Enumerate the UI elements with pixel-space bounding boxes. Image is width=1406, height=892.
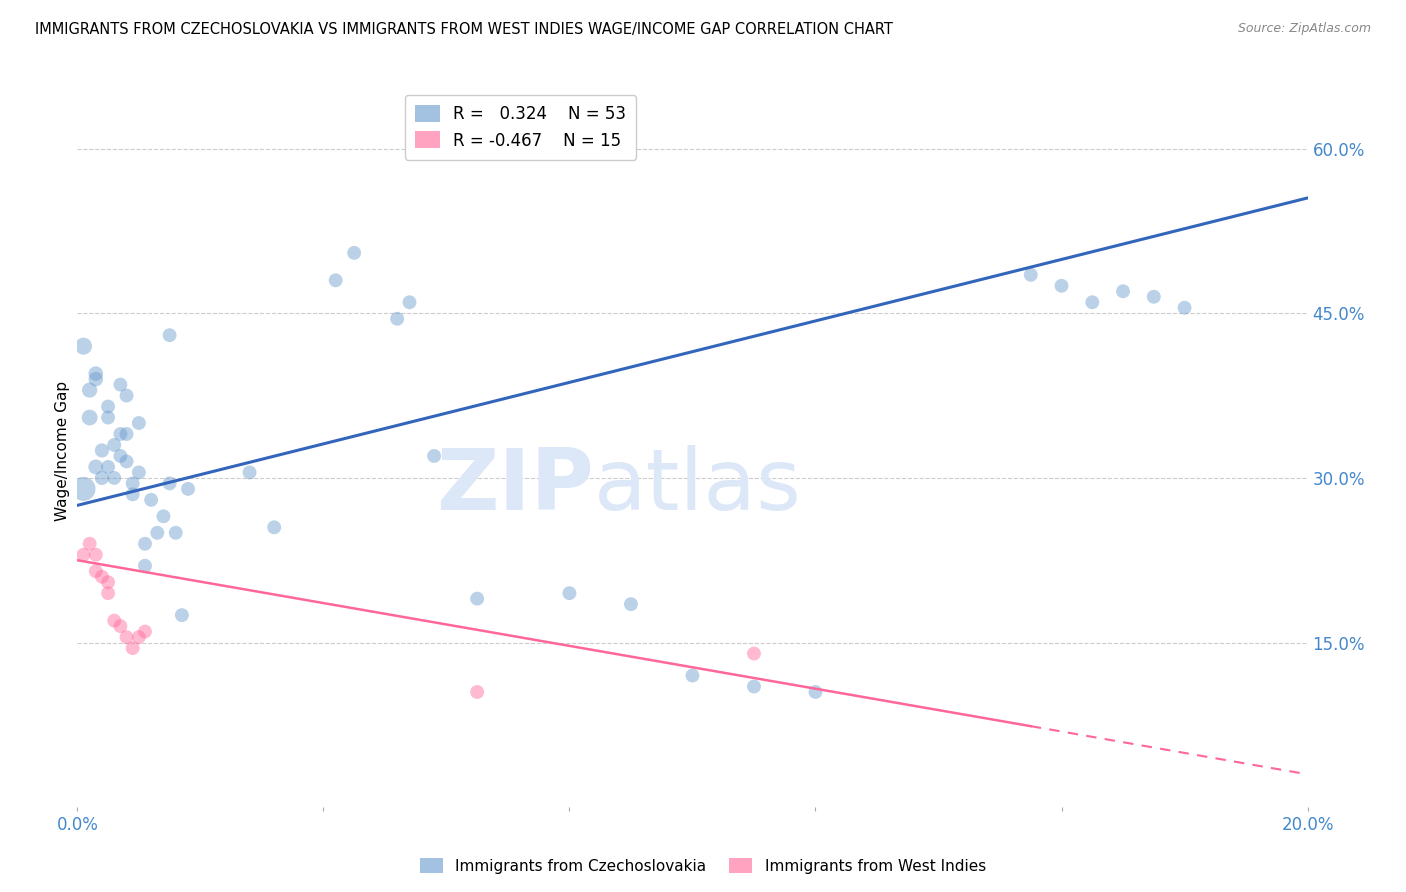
Point: [97, 575, 120, 590]
Legend: Immigrants from Czechoslovakia, Immigrants from West Indies: Immigrants from Czechoslovakia, Immigran…: [415, 852, 991, 880]
Point: [72, 548, 94, 562]
Point: [90, 471, 114, 485]
Point: [128, 416, 150, 430]
Point: [742, 647, 765, 661]
Point: [128, 466, 150, 480]
Point: [177, 482, 200, 496]
Point: [115, 427, 138, 442]
Point: [682, 668, 704, 682]
Point: [385, 311, 409, 326]
Point: [97, 586, 120, 600]
Point: [97, 400, 120, 414]
Point: [134, 537, 156, 551]
Point: [152, 509, 174, 524]
Point: [110, 377, 132, 392]
Point: [115, 388, 138, 402]
Point: [465, 591, 488, 606]
Text: ZIP: ZIP: [436, 444, 595, 528]
Point: [121, 487, 143, 501]
Point: [103, 471, 125, 485]
Point: [465, 685, 488, 699]
Y-axis label: Wage/Income Gap: Wage/Income Gap: [55, 380, 70, 521]
Point: [72, 339, 94, 353]
Text: IMMIGRANTS FROM CZECHOSLOVAKIA VS IMMIGRANTS FROM WEST INDIES WAGE/INCOME GAP CO: IMMIGRANTS FROM CZECHOSLOVAKIA VS IMMIGR…: [35, 22, 893, 37]
Point: [263, 520, 285, 534]
Point: [343, 245, 366, 260]
Point: [84, 459, 107, 474]
Point: [115, 630, 138, 644]
Point: [1112, 285, 1135, 299]
Point: [110, 619, 132, 633]
Point: [325, 273, 347, 287]
Point: [1019, 268, 1042, 282]
Point: [423, 449, 446, 463]
Point: [1143, 290, 1166, 304]
Point: [79, 410, 101, 425]
Point: [134, 624, 156, 639]
Point: [115, 454, 138, 468]
Point: [84, 367, 107, 381]
Point: [159, 476, 181, 491]
Point: [84, 548, 107, 562]
Point: [121, 641, 143, 656]
Text: atlas: atlas: [595, 444, 801, 528]
Point: [97, 410, 120, 425]
Point: [558, 586, 581, 600]
Point: [170, 608, 193, 623]
Point: [620, 597, 643, 611]
Point: [79, 537, 101, 551]
Point: [110, 449, 132, 463]
Point: [84, 372, 107, 386]
Text: Source: ZipAtlas.com: Source: ZipAtlas.com: [1237, 22, 1371, 36]
Point: [97, 459, 120, 474]
Point: [72, 482, 94, 496]
Point: [239, 466, 262, 480]
Point: [103, 438, 125, 452]
Point: [110, 427, 132, 442]
Point: [128, 630, 150, 644]
Point: [103, 614, 125, 628]
Point: [159, 328, 181, 343]
Point: [79, 383, 101, 397]
Point: [141, 492, 163, 507]
Point: [90, 443, 114, 458]
Point: [804, 685, 827, 699]
Point: [121, 476, 143, 491]
Point: [134, 558, 156, 573]
Point: [84, 564, 107, 578]
Point: [146, 525, 169, 540]
Legend: R =   0.324    N = 53, R = -0.467    N = 15: R = 0.324 N = 53, R = -0.467 N = 15: [405, 95, 636, 160]
Point: [1174, 301, 1197, 315]
Point: [90, 570, 114, 584]
Point: [742, 680, 765, 694]
Point: [1081, 295, 1104, 310]
Point: [165, 525, 187, 540]
Point: [1050, 278, 1073, 293]
Point: [398, 295, 420, 310]
